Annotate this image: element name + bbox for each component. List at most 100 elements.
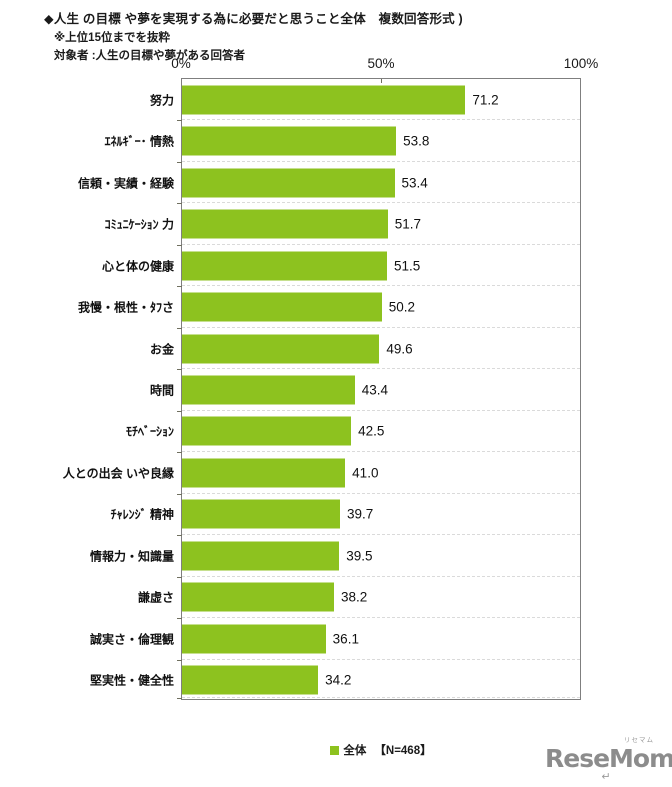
bar-value: 36.1	[332, 631, 359, 647]
bar-label: 心と体の健康	[101, 259, 174, 274]
axis-tick-icon	[177, 535, 182, 537]
bar-row: 心と体の健康 51.5	[102, 245, 580, 288]
bar-label: ﾁｬﾚﾝｼﾞ 精神	[110, 507, 174, 522]
bar-value: 39.7	[347, 506, 374, 522]
row-separator	[177, 696, 580, 699]
bar-value: 50.2	[388, 299, 416, 315]
row-separator	[177, 492, 580, 495]
x-tick-label-100: 100%	[563, 56, 599, 71]
axis-tick-icon	[177, 697, 182, 699]
bar-row: 堅実性・健全性 34.2	[90, 660, 580, 701]
bar-label: お金	[149, 342, 174, 357]
row-separator	[177, 658, 580, 661]
bar	[182, 334, 380, 364]
bar	[182, 209, 388, 239]
legend-label: 全体	[343, 745, 367, 757]
bar-value: 43.4	[361, 382, 388, 398]
row-separator	[177, 617, 580, 620]
axis-tick-icon	[177, 618, 182, 620]
bar-row: 謙虚さ 38.2	[138, 577, 580, 620]
chart-note-target: 対象者 :人生の目標や夢がある回答者	[54, 50, 246, 62]
bar-row: 情報力・知識量 39.5	[90, 535, 580, 578]
bar-label: 謙虚さ	[137, 590, 174, 605]
bar-value: 41.0	[352, 465, 379, 481]
bar-row: お金 49.6	[150, 328, 580, 371]
axis-tick-icon	[177, 452, 182, 454]
axis-tick-50-icon	[381, 79, 382, 83]
legend-n-count: 【N=468】	[374, 745, 432, 757]
bar-label: 誠実さ・倫理観	[89, 632, 174, 647]
bar	[182, 292, 382, 322]
bar-value: 34.2	[325, 672, 352, 688]
bar-value: 42.5	[358, 423, 385, 439]
axis-tick-icon	[177, 493, 182, 495]
axis-tick-icon	[177, 161, 182, 163]
bar-row: 努力 71.2	[150, 79, 580, 122]
row-separator	[177, 575, 580, 578]
bar-row: 我慢・根性・ﾀﾌさ 50.2	[78, 286, 580, 329]
bar-row: ﾓﾁﾍﾞｰｼｮﾝ 42.5	[126, 411, 580, 454]
bar-label: ｴﾈﾙｷﾞｰ･ 情熱	[104, 134, 174, 149]
axis-tick-icon	[177, 120, 182, 122]
legend: 全体 【N=468】	[181, 742, 581, 758]
bar-row: 時間 43.4	[150, 369, 580, 412]
row-separator	[177, 409, 580, 412]
bar	[182, 126, 397, 156]
row-separator	[177, 368, 580, 371]
bar-label: 時間	[149, 383, 174, 398]
return-arrow-icon: ↵	[601, 770, 611, 783]
axis-tick-icon	[177, 369, 182, 371]
plot-area: 努力 71.2 ｴﾈﾙｷﾞｰ･ 情熱 53.8 信頼・実績・経験 53.4 ｺﾐｭﾆｹｰｼｮ…	[63, 78, 581, 701]
bar	[182, 168, 395, 198]
bar	[182, 251, 387, 281]
axis-tick-icon	[177, 410, 182, 412]
bar	[182, 416, 352, 446]
chart-header: ◆人生 の目標 や夢を実現する為に必要だと思うこと全体 複数回答形式 ) ※上位…	[44, 8, 644, 63]
bar-row: 誠実さ・倫理観 36.1	[90, 618, 580, 661]
axis-tick-icon	[177, 659, 182, 661]
resemom-logo: リセマム ReseMom. ↵	[545, 737, 672, 783]
bar	[182, 624, 326, 654]
bar	[182, 85, 466, 115]
bar-value: 51.7	[394, 216, 422, 232]
logo-ruby-text: リセマム	[624, 737, 654, 744]
bar-label: 情報力・知識量	[89, 549, 174, 564]
bar-value: 53.8	[403, 133, 430, 149]
bar-label: 堅実性・健全性	[89, 673, 174, 688]
bar-label: 我慢・根性・ﾀﾌさ	[77, 300, 174, 315]
row-separator	[177, 119, 580, 122]
bar-value: 53.4	[401, 175, 428, 191]
x-axis-labels: 0% 50% 100%	[171, 56, 598, 72]
axis-tick-icon	[177, 203, 182, 205]
row-separator	[177, 285, 580, 288]
bar-row: 人との出会 いや良縁 41.0	[63, 452, 580, 495]
bar	[182, 665, 319, 695]
bar	[182, 582, 335, 612]
bar-label: ｺﾐｭﾆｹｰｼｮﾝ 力	[104, 217, 174, 232]
bar-row: ｴﾈﾙｷﾞｰ･ 情熱 53.8	[105, 120, 580, 163]
bar-row: ｺﾐｭﾆｹｰｼｮﾝ 力 51.7	[105, 203, 580, 246]
x-tick-label-0: 0%	[171, 56, 191, 71]
chart-note-extract: ※上位15位までを抜粋	[54, 32, 170, 44]
bar-row: 信頼・実績・経験 53.4	[78, 162, 580, 205]
row-separator	[177, 243, 580, 246]
axis-tick-icon	[177, 244, 182, 246]
axis-tick-icon	[177, 286, 182, 288]
row-separator	[177, 451, 580, 454]
chart-title: ◆人生 の目標 や夢を実現する為に必要だと思うこと全体 複数回答形式 )	[44, 12, 463, 26]
row-separator	[177, 326, 580, 329]
row-separator	[177, 534, 580, 537]
bar-label: 人との出会 いや良縁	[62, 466, 174, 481]
bar-row: ﾁｬﾚﾝｼﾞ 精神 39.7	[111, 494, 580, 537]
bar-value: 49.6	[386, 341, 413, 357]
bar-value: 71.2	[472, 92, 499, 108]
row-separator	[177, 160, 580, 163]
x-tick-label-50: 50%	[367, 56, 395, 71]
axis-tick-icon	[177, 327, 182, 329]
logo-wordmark: ReseMom.	[545, 743, 672, 773]
bar-label: 信頼・実績・経験	[77, 176, 174, 191]
bar	[182, 541, 340, 571]
bar	[182, 499, 340, 529]
bar	[182, 375, 355, 405]
